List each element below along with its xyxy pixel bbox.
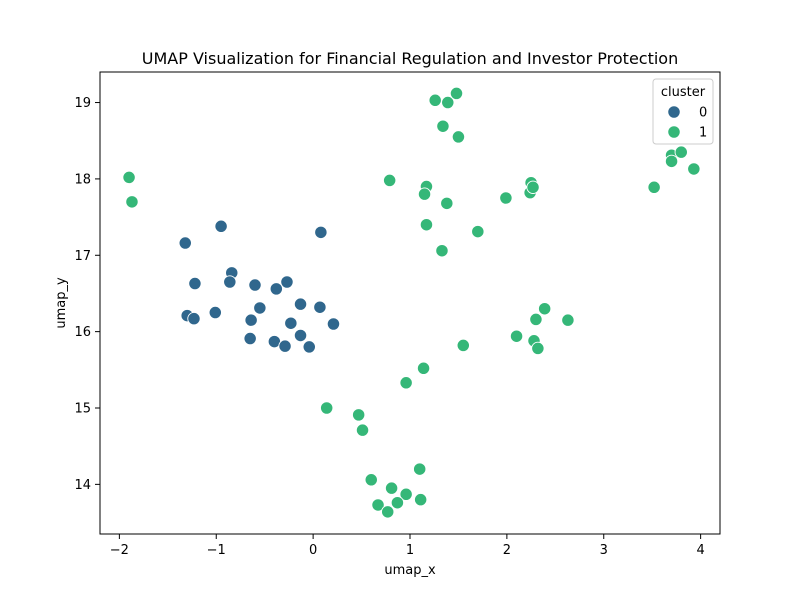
x-tick-label: −2 — [110, 543, 129, 558]
series-cluster-0 — [178, 219, 341, 354]
data-point — [674, 145, 688, 159]
data-point — [244, 313, 258, 327]
data-point — [314, 225, 328, 240]
legend-marker-0 — [667, 105, 681, 119]
data-point — [471, 224, 485, 239]
data-point — [302, 340, 316, 354]
data-point — [223, 275, 237, 289]
data-point — [293, 297, 308, 311]
data-point — [313, 300, 327, 314]
legend: cluster 01 — [652, 78, 714, 145]
data-point — [384, 481, 399, 495]
legend-title: cluster — [661, 85, 706, 100]
data-point — [419, 218, 434, 232]
data-point — [526, 180, 540, 194]
data-point — [509, 329, 524, 343]
data-point — [531, 341, 545, 356]
data-point — [399, 487, 413, 501]
y-tick-label: 16 — [74, 325, 91, 340]
data-point — [280, 275, 294, 289]
legend-marker-1 — [667, 125, 681, 139]
series-cluster-1 — [122, 86, 701, 519]
data-point — [371, 498, 385, 512]
y-tick-label: 19 — [74, 96, 91, 111]
x-tick-label: −1 — [207, 543, 226, 558]
data-point — [417, 187, 432, 201]
data-point — [664, 154, 679, 168]
data-point — [435, 244, 449, 258]
data-point — [269, 282, 283, 296]
data-point — [214, 219, 228, 233]
x-axis: −2 −1 0 1 2 3 4 — [110, 534, 705, 558]
y-tick-label: 14 — [74, 478, 91, 493]
data-point — [399, 376, 413, 390]
data-point — [208, 305, 222, 320]
data-point — [125, 195, 139, 209]
x-axis-label: umap_x — [384, 563, 436, 578]
data-point — [687, 162, 701, 176]
data-point — [414, 492, 428, 507]
plot-area — [122, 86, 701, 519]
data-point — [456, 338, 470, 353]
data-point — [248, 278, 262, 292]
x-tick-label: 4 — [696, 543, 704, 558]
data-point — [381, 505, 395, 519]
data-point — [178, 236, 192, 250]
data-point — [364, 473, 378, 487]
data-point — [278, 339, 292, 353]
data-point — [355, 423, 370, 437]
data-point — [413, 462, 427, 476]
data-point — [122, 170, 136, 185]
chart-title: UMAP Visualization for Financial Regulat… — [142, 49, 678, 68]
x-tick-label: 3 — [600, 543, 608, 558]
data-point — [383, 173, 397, 188]
data-point — [187, 312, 201, 326]
x-tick-label: 1 — [406, 543, 414, 558]
data-point — [320, 401, 334, 415]
y-tick-label: 18 — [74, 172, 91, 187]
data-point — [561, 313, 575, 327]
data-point — [416, 361, 431, 375]
data-point — [441, 95, 455, 110]
x-tick-label: 0 — [309, 543, 317, 558]
y-tick-label: 17 — [74, 249, 91, 264]
legend-box — [652, 78, 714, 145]
data-point — [253, 301, 267, 315]
legend-label-0: 0 — [699, 106, 707, 121]
legend-label-1: 1 — [699, 126, 707, 141]
legend-entries: 01 — [667, 105, 707, 141]
data-point — [436, 119, 450, 133]
data-point — [428, 93, 442, 107]
y-axis: 14 15 16 17 18 19 — [74, 96, 100, 493]
data-point — [326, 317, 341, 331]
y-axis-label: umap_y — [54, 277, 69, 329]
data-point — [451, 130, 466, 144]
y-tick-label: 15 — [74, 402, 91, 417]
x-tick-label: 2 — [503, 543, 511, 558]
data-point — [293, 328, 308, 343]
data-point — [188, 276, 202, 291]
data-point — [440, 196, 454, 210]
data-point — [449, 86, 464, 101]
data-point — [352, 408, 366, 422]
data-point — [529, 312, 543, 327]
data-point — [284, 316, 298, 330]
data-point — [647, 180, 661, 194]
data-point — [243, 331, 257, 346]
data-point — [499, 191, 513, 205]
data-point — [538, 302, 552, 316]
data-point — [390, 496, 405, 510]
